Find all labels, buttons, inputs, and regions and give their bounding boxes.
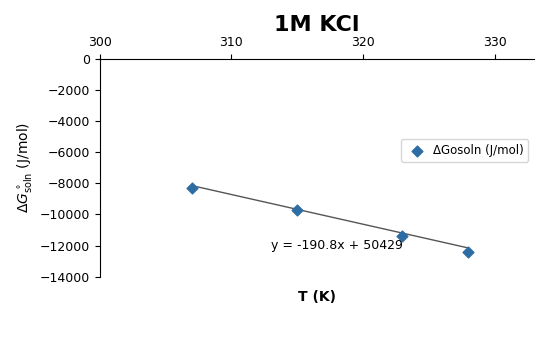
Legend: ΔGosoln (J/mol): ΔGosoln (J/mol) — [401, 139, 528, 161]
Text: y = -190.8x + 50429: y = -190.8x + 50429 — [271, 239, 402, 252]
ΔGosoln (J/mol) — [293, 207, 301, 212]
ΔGosoln (J/mol) — [464, 249, 473, 254]
ΔGosoln (J/mol) — [398, 234, 407, 239]
Y-axis label: $\Delta G^\circ_{\rm soln}$ (J/mol): $\Delta G^\circ_{\rm soln}$ (J/mol) — [15, 122, 34, 213]
Title: 1M KCl: 1M KCl — [274, 15, 360, 35]
Text: T (K): T (K) — [298, 290, 336, 304]
ΔGosoln (J/mol) — [187, 185, 196, 191]
